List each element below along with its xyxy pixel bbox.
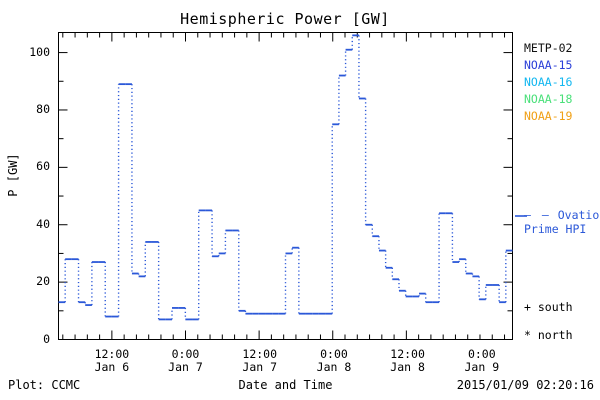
x-tick-date: Jan 7	[168, 360, 203, 374]
x-tick-time: 12:00	[390, 347, 425, 361]
x-tick-label: 12:00 Jan 7	[225, 348, 295, 374]
y-tick-label: 60	[36, 159, 50, 174]
ovation-legend-line1: Ovation	[557, 208, 600, 222]
x-tick-time: 0:00	[467, 347, 496, 361]
plus-icon: +	[524, 300, 531, 314]
x-tick-label: 12:00 Jan 6	[77, 348, 147, 374]
legend-entry-noaa-18: NOAA-18	[524, 92, 573, 106]
x-tick-date: Jan 6	[94, 360, 130, 374]
y-tick-label: 0	[43, 331, 50, 346]
plot-frame	[58, 32, 513, 340]
legend-entry-noaa-15: NOAA-15	[524, 58, 573, 72]
x-tick-time: 0:00	[320, 347, 348, 361]
x-tick-label: 0:00 Jan 9	[447, 348, 517, 374]
x-tick-time: 12:00	[242, 347, 278, 361]
x-tick-date: Jan 7	[242, 360, 278, 374]
x-tick-time: 12:00	[94, 347, 130, 361]
data-series-layer	[58, 34, 513, 321]
x-tick-time: 0:00	[171, 347, 200, 361]
chart-title: Hemispheric Power [GW]	[180, 10, 390, 28]
ovation-legend-line2: Prime HPI	[524, 222, 587, 236]
legend-entry-metp-02: METP-02	[524, 41, 573, 55]
x-axis-label: Date and Time	[238, 378, 333, 392]
satellite-legend: METP-02 NOAA-15 NOAA-16 NOAA-18 NOAA-19	[524, 40, 572, 125]
x-tick-date: Jan 8	[390, 360, 425, 374]
x-tick-label: 12:00 Jan 8	[373, 348, 443, 374]
x-tick-label: 0:00 Jan 8	[299, 348, 369, 374]
plot-source-label: Plot: CCMC	[8, 378, 81, 392]
x-tick-date: Jan 8	[316, 360, 352, 374]
y-tick-label: 20	[36, 274, 50, 289]
timestamp-label: 2015/01/09 02:20:16	[456, 378, 594, 392]
y-tick-label: 100	[29, 44, 50, 59]
ovation-legend: — — Ovation Prime HPI	[524, 208, 600, 236]
x-tick-date: Jan 9	[464, 360, 500, 374]
asterisk-icon: *	[524, 328, 531, 342]
ovation-dash-icon: — —	[524, 208, 551, 222]
y-tick-label: 80	[36, 101, 50, 116]
legend-entry-noaa-16: NOAA-16	[524, 75, 573, 89]
hemisphere-marker-north: * north	[524, 328, 573, 342]
series-ovation-prime-hpi	[58, 34, 513, 321]
x-tick-label: 0:00 Jan 7	[150, 348, 220, 374]
y-tick-label: 40	[36, 216, 50, 231]
hemisphere-marker-south: + south	[524, 300, 573, 314]
y-axis-ticks	[58, 52, 513, 340]
hemisphere-south-label: south	[537, 300, 573, 314]
x-axis-ticks	[62, 32, 506, 340]
y-axis-label: P [GW]	[6, 153, 20, 197]
legend-entry-noaa-19: NOAA-19	[524, 109, 573, 123]
hemisphere-north-label: north	[537, 328, 573, 342]
